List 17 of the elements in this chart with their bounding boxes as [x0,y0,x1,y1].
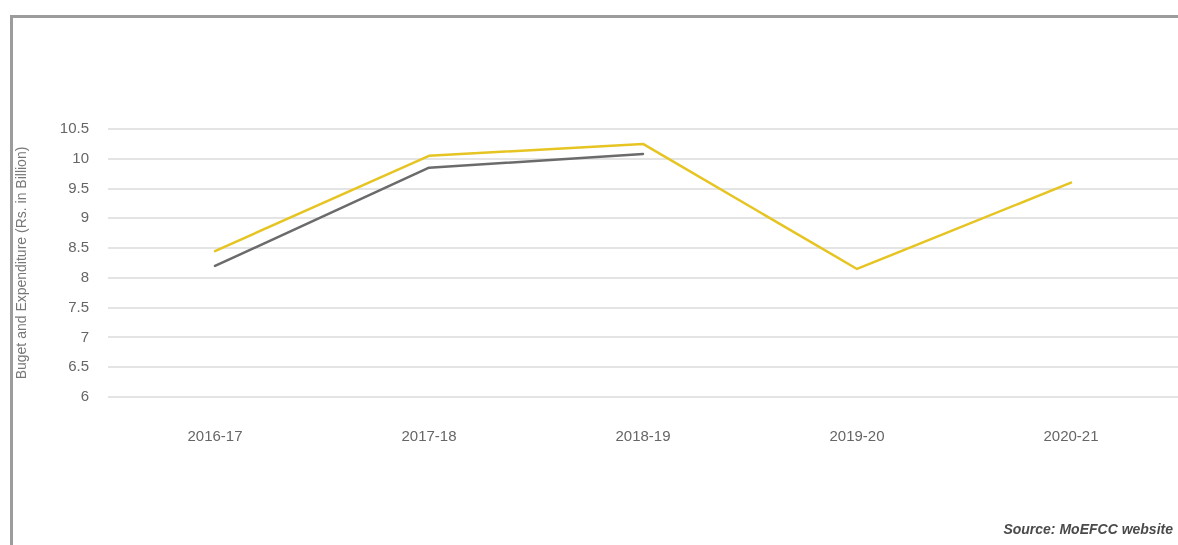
source-note: Source: MoEFCC website [1003,521,1173,537]
y-tick-label: 6 [80,387,89,405]
y-tick-label: 10.5 [59,119,89,137]
x-tick-label: 2018-19 [615,427,671,445]
x-tick-label: 2019-20 [829,427,885,445]
x-tick-label: 2016-17 [187,427,243,445]
x-tick-label: 2017-18 [401,427,457,445]
y-tick-label: 10 [72,148,89,166]
x-tick-label: 2020-21 [1043,427,1099,445]
y-tick-label: 8 [80,268,89,286]
y-tick-label: 9.5 [68,178,89,196]
y-tick-label: 7 [80,327,89,345]
y-tick-label: 8.5 [68,238,89,256]
y-tick-label: 9 [80,208,89,226]
y-tick-label: 7.5 [68,297,89,315]
y-axis-title: Buget and Expenditure (Rs. in Billion) [13,146,30,380]
y-tick-label: 6.5 [68,357,89,375]
